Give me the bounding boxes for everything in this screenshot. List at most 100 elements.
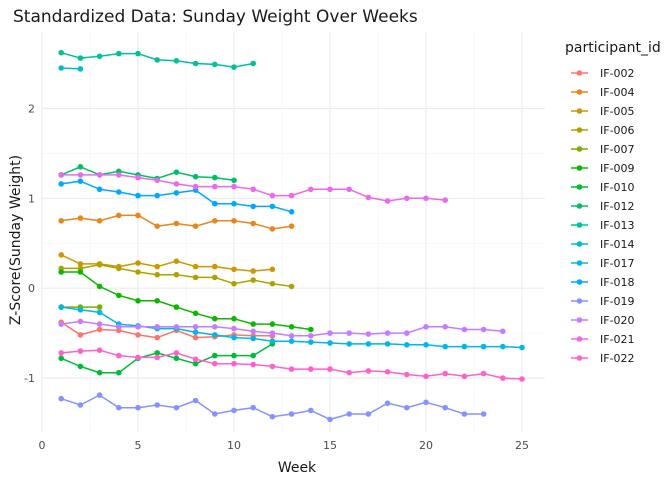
data-point xyxy=(231,407,237,414)
series-line xyxy=(60,343,273,374)
series-line xyxy=(60,165,235,182)
legend-label: IF-020 xyxy=(600,314,635,327)
data-point xyxy=(173,404,180,411)
data-point xyxy=(77,348,84,354)
data-point xyxy=(173,350,180,356)
data-point xyxy=(192,183,199,190)
legend: participant_id IF-002 IF-004 IF-005 IF-006 I… xyxy=(565,40,661,365)
data-point xyxy=(173,190,180,196)
data-point xyxy=(308,339,314,345)
data-point xyxy=(58,181,64,187)
data-point xyxy=(231,325,237,332)
x-tick-label: 5 xyxy=(134,439,141,452)
data-point xyxy=(77,363,84,370)
series-if-014 xyxy=(58,65,84,72)
legend-key-point xyxy=(576,317,583,323)
legend-label: IF-014 xyxy=(600,238,635,251)
legend-item: IF-006 xyxy=(571,124,635,137)
data-point xyxy=(154,192,160,199)
data-point xyxy=(77,55,84,61)
data-point xyxy=(96,262,103,268)
data-point xyxy=(212,360,218,367)
data-point xyxy=(154,334,160,341)
x-axis-ticks: 0 5 10 15 20 25 xyxy=(39,439,529,452)
legend-key-point xyxy=(576,260,583,266)
series-if-018 xyxy=(58,178,295,215)
data-point xyxy=(231,352,237,359)
data-point xyxy=(96,326,103,333)
data-point xyxy=(288,223,295,229)
data-point xyxy=(250,335,256,342)
data-point xyxy=(154,57,160,63)
data-point xyxy=(212,200,218,207)
legend-key-point xyxy=(576,279,583,285)
data-point xyxy=(192,329,199,336)
data-point xyxy=(269,226,276,232)
data-point xyxy=(135,192,141,199)
y-tick-label: 0 xyxy=(28,282,35,295)
legend-item: IF-020 xyxy=(571,314,635,327)
data-point xyxy=(116,212,122,219)
data-point xyxy=(135,260,141,266)
data-point xyxy=(154,402,160,408)
data-point xyxy=(154,324,160,330)
data-point xyxy=(212,352,218,359)
x-tick-label: 25 xyxy=(515,439,529,452)
data-point xyxy=(96,304,103,310)
data-point xyxy=(154,271,160,278)
data-point xyxy=(384,341,391,347)
data-point xyxy=(135,212,141,219)
data-point xyxy=(423,342,429,348)
data-point xyxy=(212,411,218,417)
data-point xyxy=(519,344,525,351)
data-point xyxy=(288,209,295,215)
legend-key-point xyxy=(576,108,583,114)
data-point xyxy=(250,404,256,411)
legend-key-point xyxy=(576,355,583,361)
data-point xyxy=(212,174,218,181)
data-point xyxy=(231,64,237,70)
data-point xyxy=(250,352,256,359)
data-point xyxy=(269,321,276,327)
legend-key-point xyxy=(576,89,583,95)
series-if-022 xyxy=(58,347,525,382)
legend-label: IF-007 xyxy=(600,143,635,156)
data-point xyxy=(365,368,372,374)
data-point xyxy=(308,366,314,372)
legend-label: IF-018 xyxy=(600,276,635,289)
data-point xyxy=(77,332,84,338)
data-point xyxy=(288,192,295,199)
legend-label: IF-022 xyxy=(600,352,635,365)
data-point xyxy=(58,65,64,71)
data-point xyxy=(480,326,487,333)
legend-title: participant_id xyxy=(565,40,661,56)
data-point xyxy=(77,215,84,221)
data-point xyxy=(423,195,429,202)
data-point xyxy=(327,186,333,193)
legend-key-point xyxy=(576,127,583,133)
data-point xyxy=(269,192,276,199)
legend-label: IF-010 xyxy=(600,181,635,194)
data-point xyxy=(58,321,64,327)
legend-key-point xyxy=(576,165,583,171)
data-point xyxy=(135,324,141,330)
data-point xyxy=(327,330,333,336)
legend-item: IF-002 xyxy=(571,67,635,80)
legend-item: IF-022 xyxy=(571,352,635,365)
data-point xyxy=(384,369,391,375)
legend-label: IF-006 xyxy=(600,124,635,137)
data-point xyxy=(58,218,64,224)
data-point xyxy=(442,404,449,411)
data-point xyxy=(96,53,103,60)
data-point xyxy=(135,298,141,304)
data-point xyxy=(96,347,103,354)
data-point xyxy=(116,265,122,272)
x-tick-label: 15 xyxy=(323,439,337,452)
data-point xyxy=(231,177,237,184)
legend-label: IF-019 xyxy=(600,295,635,308)
data-point xyxy=(346,341,353,347)
data-point xyxy=(192,360,199,367)
x-tick-label: 20 xyxy=(419,439,433,452)
data-point xyxy=(346,411,353,417)
